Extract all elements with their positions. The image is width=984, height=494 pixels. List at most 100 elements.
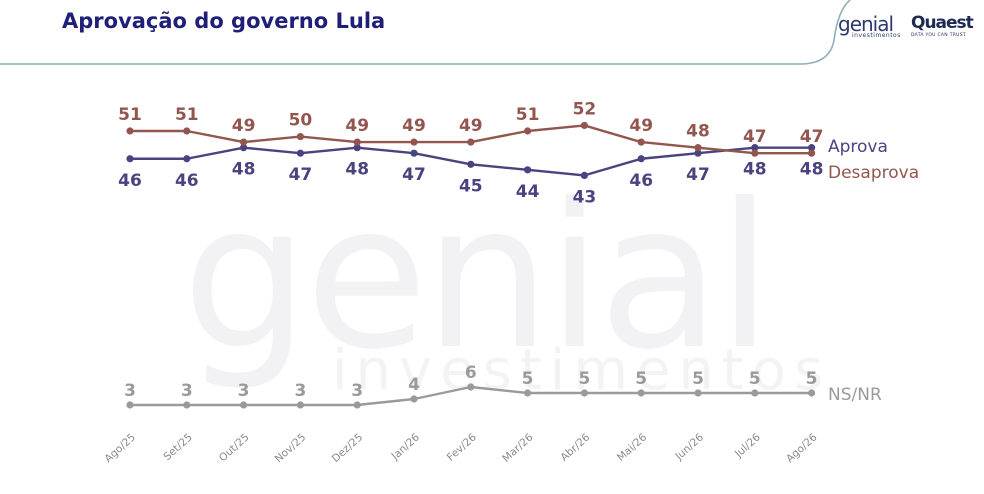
data-label-aprova: 46	[629, 171, 653, 191]
x-tick-label: Abr/26	[558, 431, 592, 464]
data-label-desaprova: 51	[175, 105, 199, 125]
data-label-ns-nr: 5	[578, 369, 590, 389]
header-rule	[0, 0, 851, 65]
x-tick-label: Nov/25	[273, 431, 309, 465]
data-label-ns-nr: 6	[465, 363, 477, 383]
legend-label-desaprova: Desaprova	[828, 163, 919, 183]
data-point-desaprova	[296, 132, 304, 141]
legend-label-ns-nr: NS/NR	[828, 385, 882, 405]
data-label-desaprova: 49	[232, 116, 256, 136]
x-tick-label: Dez/25	[330, 431, 366, 465]
data-label-aprova: 47	[289, 165, 313, 185]
data-point-aprova	[808, 144, 816, 152]
data-point-ns-nr	[580, 389, 589, 397]
data-point-desaprova	[694, 144, 702, 152]
data-label-ns-nr: 3	[351, 381, 363, 401]
data-point-desaprova	[580, 121, 589, 130]
data-point-desaprova	[240, 138, 248, 146]
x-tick-label: Mai/26	[615, 431, 650, 464]
data-label-desaprova: 51	[118, 105, 142, 125]
x-tick-label: Jan/26	[389, 431, 423, 463]
data-point-ns-nr	[353, 401, 361, 409]
quaest-logo-subtitle: DATA YOU CAN TRUST	[911, 33, 966, 38]
data-point-desaprova	[126, 127, 134, 135]
data-label-aprova: 48	[800, 160, 824, 180]
quaest-logo: Quaest	[911, 13, 974, 33]
data-label-ns-nr: 3	[294, 381, 306, 401]
data-label-aprova: 48	[743, 160, 767, 180]
data-label-desaprova: 50	[289, 111, 313, 131]
data-point-aprova	[694, 149, 702, 157]
data-point-desaprova	[467, 138, 475, 146]
data-point-ns-nr	[808, 389, 816, 397]
data-label-aprova: 47	[402, 165, 426, 185]
data-point-aprova	[580, 171, 589, 179]
data-label-desaprova: 49	[459, 116, 483, 136]
data-point-aprova	[637, 155, 645, 163]
data-point-ns-nr	[524, 389, 532, 397]
data-label-desaprova: 48	[686, 122, 710, 142]
data-label-ns-nr: 5	[635, 369, 647, 389]
data-label-desaprova: 51	[516, 105, 540, 125]
logos: genial investimentos Quaest DATA YOU CAN…	[838, 12, 984, 42]
data-label-aprova: 48	[345, 160, 369, 180]
data-label-desaprova: 52	[573, 99, 597, 119]
data-point-desaprova	[751, 149, 759, 157]
data-label-ns-nr: 5	[522, 369, 534, 389]
x-tick-label: Jun/26	[672, 431, 706, 463]
data-label-desaprova: 49	[345, 116, 369, 136]
data-point-aprova	[751, 144, 759, 152]
data-point-aprova	[353, 144, 361, 152]
x-tick-label: Jul/26	[732, 431, 763, 461]
genial-logo-subtitle: investimentos	[852, 32, 901, 39]
data-label-ns-nr: 5	[749, 369, 761, 389]
data-point-ns-nr	[410, 395, 418, 403]
data-point-aprova	[296, 149, 304, 157]
data-label-ns-nr: 5	[692, 369, 704, 389]
data-point-desaprova	[353, 138, 361, 146]
data-label-aprova: 44	[516, 182, 540, 202]
data-point-aprova	[410, 149, 418, 157]
x-tick-label: Fev/26	[445, 431, 479, 464]
data-point-desaprova	[183, 127, 191, 135]
data-label-aprova: 47	[686, 165, 710, 185]
data-point-ns-nr	[694, 389, 702, 397]
data-label-ns-nr: 3	[238, 381, 250, 401]
data-label-ns-nr: 3	[124, 381, 136, 401]
legend-label-aprova: Aprova	[828, 137, 888, 157]
x-tick-label: Mar/26	[500, 431, 536, 465]
data-point-aprova	[467, 160, 475, 168]
data-label-aprova: 43	[573, 187, 597, 207]
data-label-ns-nr: 5	[806, 369, 818, 389]
data-label-desaprova: 47	[743, 127, 767, 147]
data-point-ns-nr	[183, 401, 191, 409]
genial-logo: genial	[838, 12, 894, 36]
data-point-ns-nr	[296, 401, 304, 409]
data-label-aprova: 48	[232, 160, 256, 180]
data-point-aprova	[524, 166, 532, 174]
data-label-aprova: 46	[118, 171, 142, 191]
data-label-aprova: 46	[175, 171, 199, 191]
data-point-ns-nr	[467, 383, 475, 391]
x-tick-label: Set/25	[161, 431, 194, 463]
page-title: Aprovação do governo Lula	[62, 9, 386, 33]
data-label-ns-nr: 3	[181, 381, 193, 401]
data-point-desaprova	[637, 138, 645, 146]
data-point-desaprova	[808, 149, 816, 157]
data-label-aprova: 45	[459, 176, 483, 196]
data-label-ns-nr: 4	[408, 375, 420, 395]
data-point-ns-nr	[751, 389, 759, 397]
data-point-ns-nr	[126, 401, 134, 409]
data-point-aprova	[240, 144, 248, 152]
x-tick-label: Out/25	[217, 431, 252, 464]
data-point-aprova	[126, 155, 134, 163]
data-label-desaprova: 47	[800, 127, 824, 147]
x-tick-label: Ago/25	[102, 431, 138, 465]
data-point-ns-nr	[637, 389, 645, 397]
x-tick-label: Ago/26	[784, 431, 820, 465]
data-label-desaprova: 49	[402, 116, 426, 136]
data-point-desaprova	[410, 138, 418, 146]
data-label-desaprova: 49	[629, 116, 653, 136]
